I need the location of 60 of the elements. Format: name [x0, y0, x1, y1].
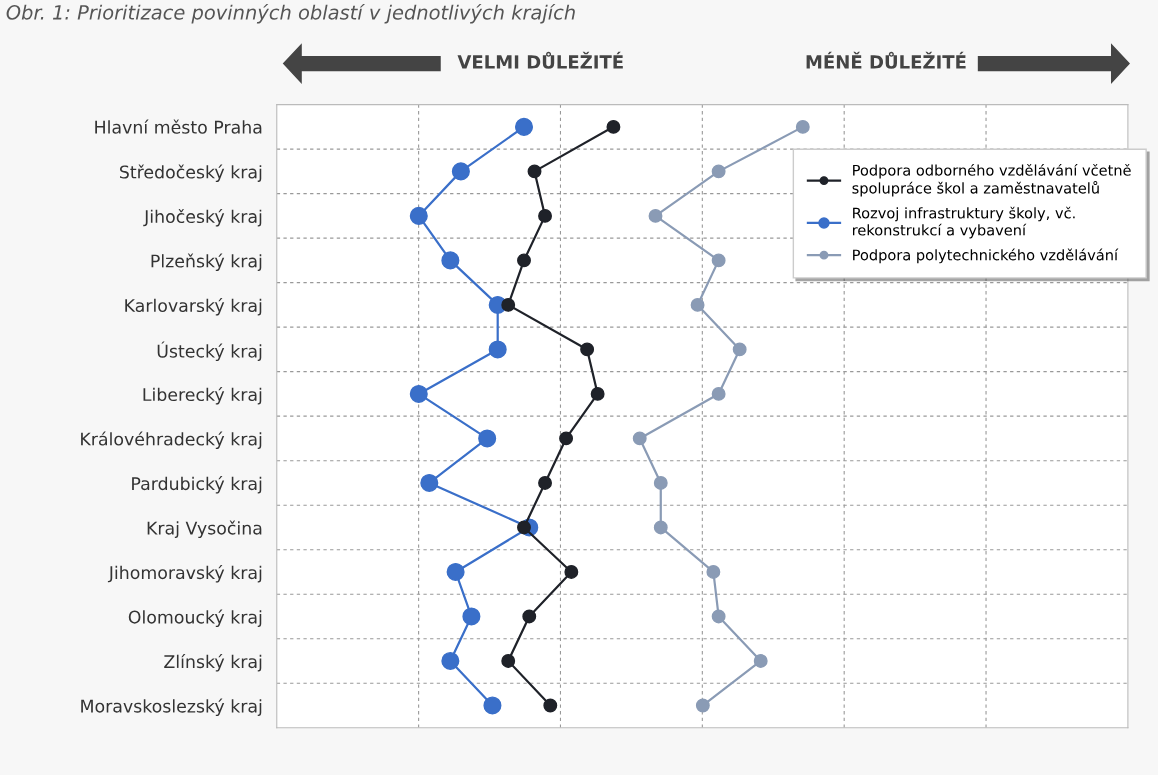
- point: [501, 297, 516, 312]
- legend-label: Podpora odborného vzdělávání včetně spolupráce škol a zaměstnavatelů: [852, 163, 1131, 197]
- point: [409, 206, 428, 225]
- point: [795, 119, 810, 134]
- y-tick-label: Ústecký kraj: [157, 341, 262, 362]
- text: VELMI DŮLEŽITÉ: [457, 51, 623, 69]
- point: [451, 162, 470, 181]
- point: [441, 651, 460, 670]
- point: [564, 565, 579, 579]
- point: [606, 119, 621, 134]
- point: [559, 431, 574, 446]
- y-tick-label: Hlavní město Praha: [95, 119, 262, 134]
- point: [580, 342, 595, 357]
- point: [632, 431, 647, 446]
- point: [478, 429, 497, 448]
- point: [517, 520, 531, 535]
- y-tick-label: Kraj Vysočina: [147, 520, 262, 538]
- y-tick-label: Jihomoravský kraj: [107, 565, 262, 583]
- point: [690, 297, 705, 312]
- point: [522, 609, 537, 624]
- point: [753, 654, 768, 668]
- point: [653, 475, 668, 490]
- point: [462, 607, 481, 626]
- y-tick-label: Pardubický kraj: [132, 475, 262, 494]
- point: [695, 698, 710, 713]
- point: [483, 696, 502, 715]
- point: [488, 340, 507, 359]
- point: [711, 386, 726, 401]
- y-tick-label: Plzeňský kraj: [151, 253, 262, 271]
- point: [711, 164, 726, 179]
- y-tick-label: Jihočeský kraj: [143, 208, 262, 227]
- point: [501, 654, 516, 668]
- point: [590, 386, 605, 401]
- text: MÉNĚ DŮLEŽITÉ: [806, 51, 966, 69]
- point: [538, 475, 552, 490]
- y-tick-label: Karlovarský kraj: [125, 297, 262, 316]
- y-tick-label: Liberecký kraj: [143, 386, 262, 405]
- y-tick-label: Středočeský kraj: [119, 164, 262, 182]
- y-tick-label: Zlínský kraj: [164, 654, 262, 672]
- point: [420, 473, 439, 492]
- y-tick-label: Královéhradecký kraj: [81, 431, 262, 449]
- point: [514, 117, 534, 136]
- point: [706, 565, 721, 579]
- point: [409, 384, 428, 403]
- point: [538, 208, 552, 223]
- y-tick-label: Olomoucký kraj: [128, 609, 262, 628]
- legend-label: Rozvoj infrastruktury školy, vč. rekonstrukcí a vybavení: [853, 206, 1075, 239]
- point: [543, 698, 558, 713]
- y-tick-label: Moravskoslezský kraj: [81, 698, 262, 717]
- point: [446, 562, 465, 581]
- point: [711, 609, 726, 624]
- legend-label: Podpora polytechnického vzdělávání: [853, 248, 1119, 264]
- chart-title: Obr. 1: Prioritizace povinných oblastí v jednotlivých krajích: [6, 3, 575, 24]
- point: [517, 253, 531, 268]
- point: [653, 520, 668, 535]
- point: [527, 164, 542, 179]
- point: [648, 208, 663, 223]
- point: [732, 342, 747, 357]
- point: [441, 251, 460, 270]
- point: [711, 253, 726, 268]
